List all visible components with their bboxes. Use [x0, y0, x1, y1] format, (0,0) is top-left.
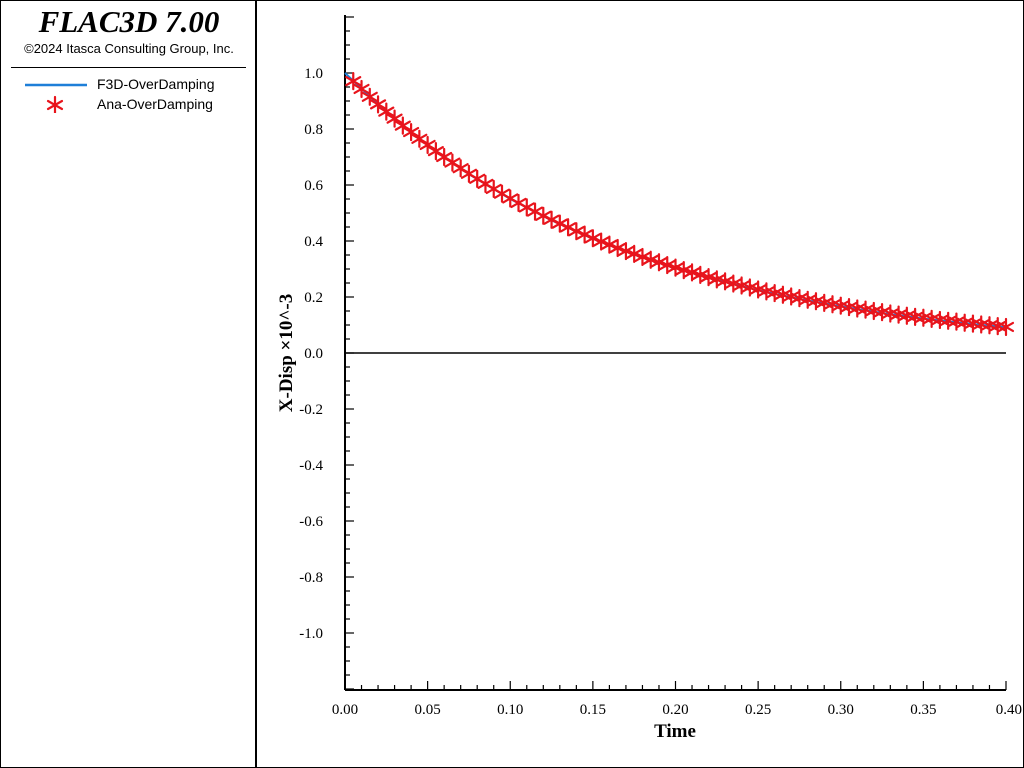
data-point-asterisk: [741, 278, 758, 297]
x-tick-label: 0.00: [332, 702, 358, 718]
x-tick-label: 0.35: [910, 702, 936, 718]
data-point-asterisk: [378, 102, 395, 121]
legend-panel: FLAC3D 7.00 ©2024 Itasca Consulting Grou…: [1, 1, 257, 767]
data-point-asterisk: [708, 270, 725, 289]
x-tick-label: 0.05: [415, 702, 441, 718]
y-tick-label: 0.0: [304, 346, 323, 362]
y-tick-label: -0.6: [299, 514, 323, 530]
data-point-asterisk: [609, 238, 626, 258]
data-point-asterisk: [452, 159, 469, 178]
data-point-asterisk: [427, 142, 444, 161]
data-point-asterisk: [593, 232, 610, 251]
x-tick-label: 0.20: [662, 702, 688, 718]
legend-divider: [11, 67, 246, 68]
series-line-f3d-overdamping: [344, 72, 1007, 329]
data-point-asterisk: [617, 241, 634, 261]
data-point-asterisk: [667, 258, 684, 277]
data-point-asterisk: [369, 95, 387, 114]
legend-label-ana-overdamping: Ana-OverDamping: [97, 96, 213, 112]
legend-label-f3d-overdamping: F3D-OverDamping: [97, 76, 215, 92]
data-point-asterisk: [725, 274, 742, 293]
y-tick-label: -0.2: [299, 402, 323, 418]
data-point-asterisk: [733, 276, 750, 295]
app-title: FLAC3D 7.00: [38, 4, 220, 39]
y-tick-label: -0.8: [299, 570, 323, 586]
data-point-asterisk: [750, 280, 767, 299]
x-tick-label: 0.25: [745, 702, 771, 718]
data-point-asterisk: [386, 109, 403, 128]
data-point-asterisk: [460, 164, 477, 183]
data-point-asterisk: [650, 253, 668, 272]
y-tick-label: 0.6: [304, 178, 323, 194]
data-point-asterisk: [717, 272, 734, 291]
y-tick-label: 0.2: [304, 290, 323, 306]
data-point-asterisk: [683, 263, 701, 282]
data-point-asterisk: [997, 317, 1015, 337]
data-point-asterisk: [444, 153, 461, 172]
x-tick-label: 0.30: [828, 702, 854, 718]
y-tick-label: -1.0: [299, 626, 323, 642]
x-tick-label: 0.10: [497, 702, 523, 718]
data-point-asterisk: [345, 72, 362, 91]
data-point-asterisk: [601, 235, 618, 254]
data-point-asterisk: [411, 129, 428, 148]
y-tick-label: 1.0: [304, 66, 323, 82]
y-tick-label: 0.8: [304, 122, 323, 138]
x-tick-label: 0.15: [580, 702, 606, 718]
data-point-asterisk: [394, 116, 411, 135]
y-tick-label: -0.4: [299, 458, 323, 474]
legend-item-f3d-overdamping: F3D-OverDamping: [21, 75, 251, 93]
data-point-asterisk: [353, 79, 370, 99]
y-tick-label: 0.4: [304, 234, 323, 250]
data-point-asterisk: [568, 222, 585, 241]
data-point-asterisk: [403, 122, 420, 142]
legend-line-swatch: [25, 83, 87, 87]
data-point-asterisk: [584, 229, 601, 248]
legend-asterisk-icon: [46, 95, 64, 113]
y-axis-title: X-Disp ×10^-3: [276, 294, 297, 412]
data-point-asterisk: [361, 87, 378, 106]
data-point-asterisk: [634, 247, 651, 267]
data-point-asterisk: [626, 244, 643, 263]
data-point-asterisk: [642, 250, 659, 269]
legend-item-ana-overdamping: Ana-OverDamping: [21, 95, 251, 113]
x-tick-label: 0.40: [996, 702, 1022, 718]
data-point-asterisk: [692, 265, 709, 284]
data-point-asterisk: [419, 135, 436, 155]
data-point-asterisk: [477, 174, 494, 193]
data-point-asterisk: [659, 255, 676, 275]
data-point-asterisk: [700, 268, 717, 287]
data-point-asterisk: [675, 261, 692, 280]
chart-plot-area: 1.0 0.8 0.6 0.4 0.2 0.0 -0.2 -0.4 -0.6 -0.8 -1.0 0.…: [276, 15, 1022, 742]
data-point-asterisk: [436, 147, 453, 167]
copyright-notice: ©2024 Itasca Consulting Group, Inc.: [24, 41, 234, 56]
x-axis-title: Time: [654, 721, 696, 742]
data-point-asterisk: [469, 169, 486, 188]
